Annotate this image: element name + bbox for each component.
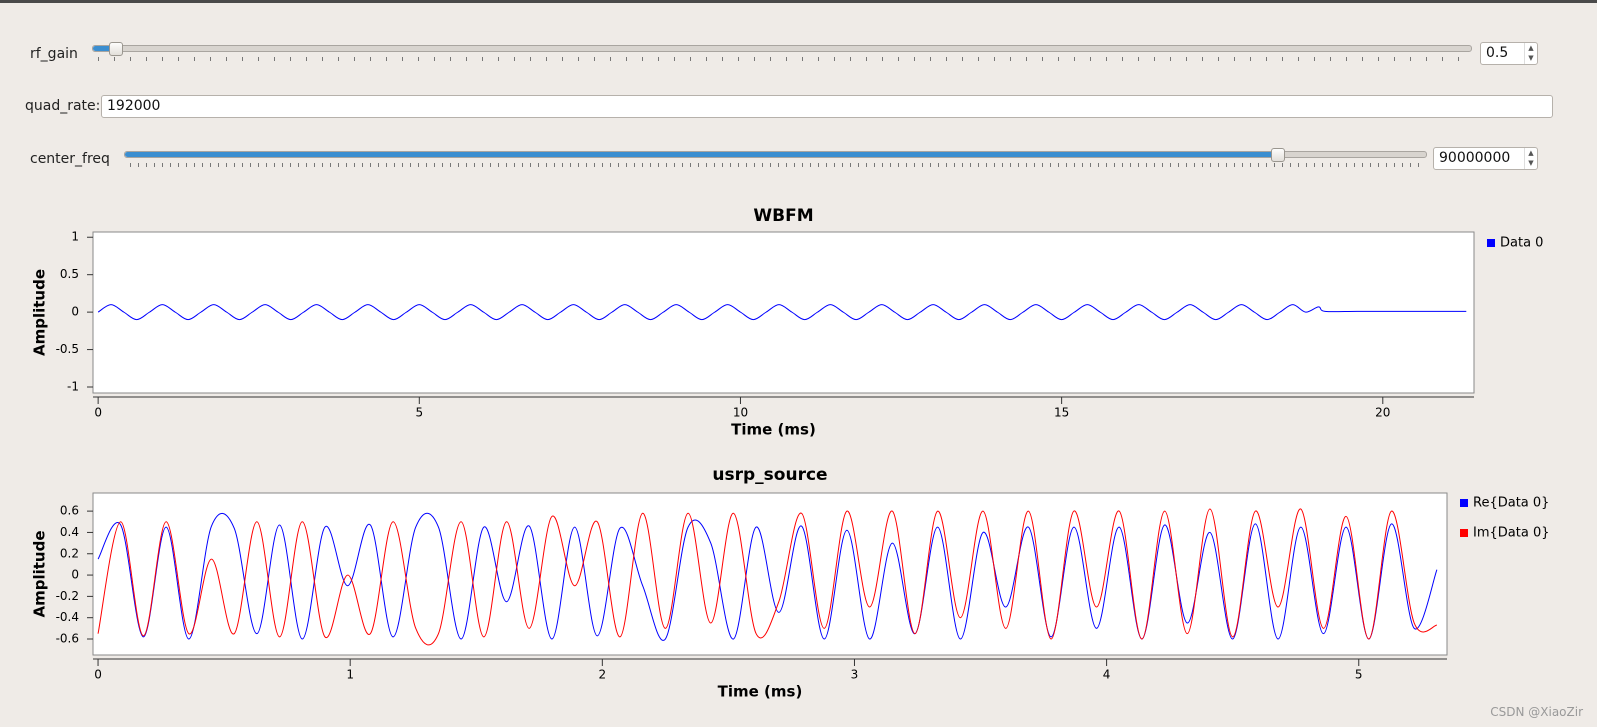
series-line [97, 512, 1438, 641]
rf-gain-spinbox[interactable]: 0.5 ▲ ▼ [1480, 42, 1538, 65]
y-axis-label: Amplitude [31, 269, 49, 356]
x-tick-label: 10 [733, 406, 748, 420]
y-tick-label: -1 [67, 380, 79, 394]
chart-title: WBFM [753, 206, 813, 226]
y-tick-label: 0.6 [60, 504, 79, 518]
y-tick-label: -0.5 [56, 342, 79, 356]
rf-gain-label: rf_gain [30, 46, 78, 62]
y-tick-label: 0 [71, 305, 79, 319]
y-axis-label: Amplitude [31, 530, 49, 617]
x-axis-label: Time (ms) [731, 421, 816, 439]
slider-ticks [130, 163, 1422, 167]
spin-arrows[interactable]: ▲ ▼ [1524, 148, 1537, 169]
x-tick-label: 2 [599, 668, 607, 682]
y-tick-label: 0.2 [60, 546, 79, 560]
x-tick-label: 1 [346, 668, 354, 682]
legend-swatch [1487, 239, 1495, 247]
chart-title: usrp_source [712, 465, 827, 485]
plot-area [92, 231, 1475, 394]
slider-ticks [98, 57, 1468, 61]
center-freq-slider[interactable] [124, 151, 1427, 158]
legend-swatch [1460, 529, 1468, 537]
y-tick-label: -0.4 [56, 610, 79, 624]
watermark: CSDN @XiaoZir [1490, 705, 1583, 719]
x-tick-label: 3 [851, 668, 859, 682]
spin-arrows[interactable]: ▲ ▼ [1524, 43, 1537, 64]
y-tick-label: 0.5 [60, 267, 79, 281]
x-tick-label: 4 [1103, 668, 1111, 682]
x-tick-label: 15 [1054, 406, 1069, 420]
center-freq-spinbox[interactable]: 90000000 ▲ ▼ [1433, 147, 1538, 170]
rf-gain-value: 0.5 [1486, 45, 1509, 61]
x-tick-label: 0 [94, 668, 102, 682]
y-tick-label: 0.4 [60, 525, 79, 539]
quad-rate-entry[interactable]: 192000 [101, 95, 1553, 118]
y-tick-label: 0 [71, 568, 79, 582]
x-tick-label: 5 [1355, 668, 1363, 682]
y-tick-label: -0.6 [56, 632, 79, 646]
legend-swatch [1460, 499, 1468, 507]
window-frame [0, 0, 1597, 3]
x-tick-label: 0 [94, 406, 102, 420]
center-freq-handle[interactable] [1271, 148, 1285, 162]
center-freq-value: 90000000 [1439, 150, 1511, 166]
legend-label: Im{Data 0} [1473, 526, 1549, 541]
y-tick-label: 1 [71, 230, 79, 244]
legend-label: Re{Data 0} [1473, 496, 1549, 511]
legend-label: Data 0 [1500, 236, 1543, 251]
series-line [97, 508, 1438, 646]
center-freq-label: center_freq [30, 151, 110, 167]
x-axis-label: Time (ms) [718, 683, 803, 701]
rf-gain-slider[interactable] [92, 45, 1472, 52]
series-line [97, 304, 1467, 321]
y-tick-label: -0.2 [56, 589, 79, 603]
rf-gain-handle[interactable] [109, 42, 123, 56]
x-tick-label: 5 [415, 406, 423, 420]
x-tick-label: 20 [1375, 406, 1390, 420]
quad-rate-label: quad_rate: [25, 98, 101, 114]
